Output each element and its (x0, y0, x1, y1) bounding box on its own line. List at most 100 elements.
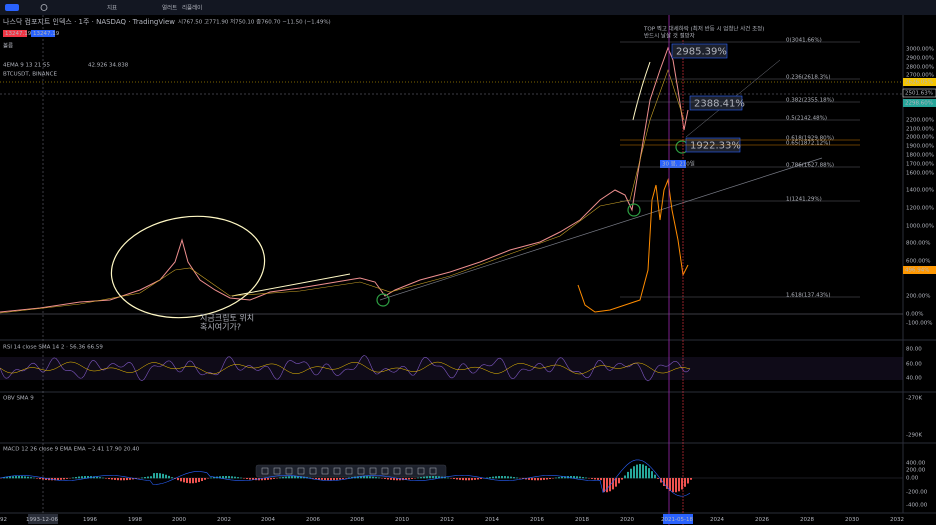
macd-histogram (12, 476, 14, 479)
price-axis-label: 200.00% (906, 294, 930, 300)
macd-histogram (549, 478, 551, 479)
macd-histogram (237, 477, 239, 479)
time-axis-label: 2021-05-18 (661, 517, 693, 523)
price-badge: 2298.60% (905, 101, 933, 107)
tool-icon[interactable] (273, 467, 281, 475)
macd-histogram (219, 476, 221, 479)
macd-histogram (99, 477, 101, 479)
price-axis-label: 3000.00% (906, 47, 934, 53)
macd-histogram (141, 477, 143, 479)
macd-histogram (606, 478, 608, 493)
macd-histogram (387, 478, 389, 480)
tool-icon[interactable] (405, 467, 413, 475)
macd-histogram (105, 478, 107, 479)
macd-histogram (96, 476, 98, 479)
macd-histogram (330, 478, 332, 481)
annotation-note: 반드시 날살 것 절망자 (644, 32, 695, 40)
tool-icon[interactable] (309, 467, 317, 475)
macd-histogram (660, 478, 662, 483)
price-axis-label: 1800.00% (906, 153, 934, 159)
macd-histogram (633, 466, 635, 479)
tool-icon[interactable] (357, 467, 365, 475)
macd-histogram (300, 476, 302, 479)
macd-histogram (201, 478, 203, 482)
macd-histogram (231, 476, 233, 479)
tool-icon[interactable] (393, 467, 401, 475)
marker-circle (376, 293, 390, 307)
macd-histogram (669, 478, 671, 491)
price-badge-bg (903, 266, 936, 274)
tool-icon[interactable] (381, 467, 389, 475)
macd-histogram (405, 478, 407, 480)
macd-histogram (492, 476, 494, 479)
macd-histogram (486, 477, 488, 479)
macd-histogram (267, 478, 269, 480)
macd-histogram (438, 476, 440, 479)
macd-histogram (261, 478, 263, 481)
tool-icon[interactable] (297, 467, 305, 475)
add-button[interactable] (40, 4, 48, 11)
macd-histogram (333, 478, 335, 481)
macd-histogram (222, 476, 224, 479)
macd-histogram (537, 478, 539, 481)
alerts-button[interactable]: 얼러트 (162, 4, 177, 12)
macd-histogram (426, 476, 428, 479)
indicators-button[interactable]: 지표 (107, 4, 117, 12)
time-axis-highlight (28, 514, 58, 524)
annotation-crypto: 혹시여기가? (200, 322, 241, 332)
buy-badge-bg (31, 30, 55, 37)
time-axis-label: 2030 (845, 517, 859, 523)
macd-histogram (336, 478, 338, 480)
macd-histogram (594, 478, 596, 480)
macd-legend: MACD 12 26 close 9 EMA EMA −2.41 17.90 2… (3, 447, 140, 453)
macd-histogram (651, 471, 653, 479)
callout-mid: 2388.41% (694, 99, 745, 110)
legend-ohlc: 시767.50 고771.90 저750.10 종760.70 −11.50 (… (178, 18, 331, 26)
macd-axis-label: 400.00 (906, 461, 926, 467)
macd-histogram (30, 477, 32, 479)
macd-histogram (123, 478, 125, 481)
tool-icon[interactable] (369, 467, 377, 475)
macd-histogram (18, 476, 20, 479)
macd-histogram (522, 478, 524, 479)
macd-histogram (162, 473, 164, 479)
macd-histogram (444, 477, 446, 479)
compare-legend: BTCUSDT, BINANCE (3, 72, 57, 78)
symbol-chip[interactable] (5, 4, 19, 11)
rsi-axis-label: 60.00 (906, 362, 922, 368)
macd-histogram (396, 478, 398, 481)
buy-badge[interactable]: 13247.19 (33, 31, 60, 37)
macd-histogram (366, 476, 368, 479)
obv-axis-label: -270K (906, 396, 922, 402)
macd-histogram (339, 478, 341, 480)
macd-histogram (510, 476, 512, 479)
tool-icon[interactable] (417, 467, 425, 475)
tool-icon[interactable] (321, 467, 329, 475)
tool-icon[interactable] (333, 467, 341, 475)
macd-histogram (690, 478, 692, 480)
macd-histogram (27, 476, 29, 479)
macd-histogram (120, 478, 122, 481)
macd-histogram (327, 478, 329, 481)
tool-icon[interactable] (261, 467, 269, 475)
macd-histogram (516, 477, 518, 479)
trend-line (379, 157, 823, 301)
ema-legend: 4EMA 9 13 21 55 (3, 63, 50, 69)
macd-histogram (363, 476, 365, 479)
macd-histogram (528, 478, 530, 480)
macd-histogram (615, 478, 617, 487)
replay-button[interactable]: 리플레이 (182, 4, 202, 12)
tool-icon[interactable] (285, 467, 293, 475)
tool-icon[interactable] (429, 467, 437, 475)
macd-histogram (636, 464, 638, 479)
fib-label: 0.5(2142.48%) (786, 116, 827, 122)
tool-icon[interactable] (345, 467, 353, 475)
macd-histogram (585, 477, 587, 479)
fib-label: 0(3041.66%) (786, 38, 822, 44)
sell-badge[interactable]: 13247.19 (5, 31, 32, 37)
macd-histogram (246, 478, 248, 480)
macd-histogram (582, 477, 584, 479)
time-axis-label: 2018 (575, 517, 589, 523)
macd-histogram (501, 476, 503, 479)
